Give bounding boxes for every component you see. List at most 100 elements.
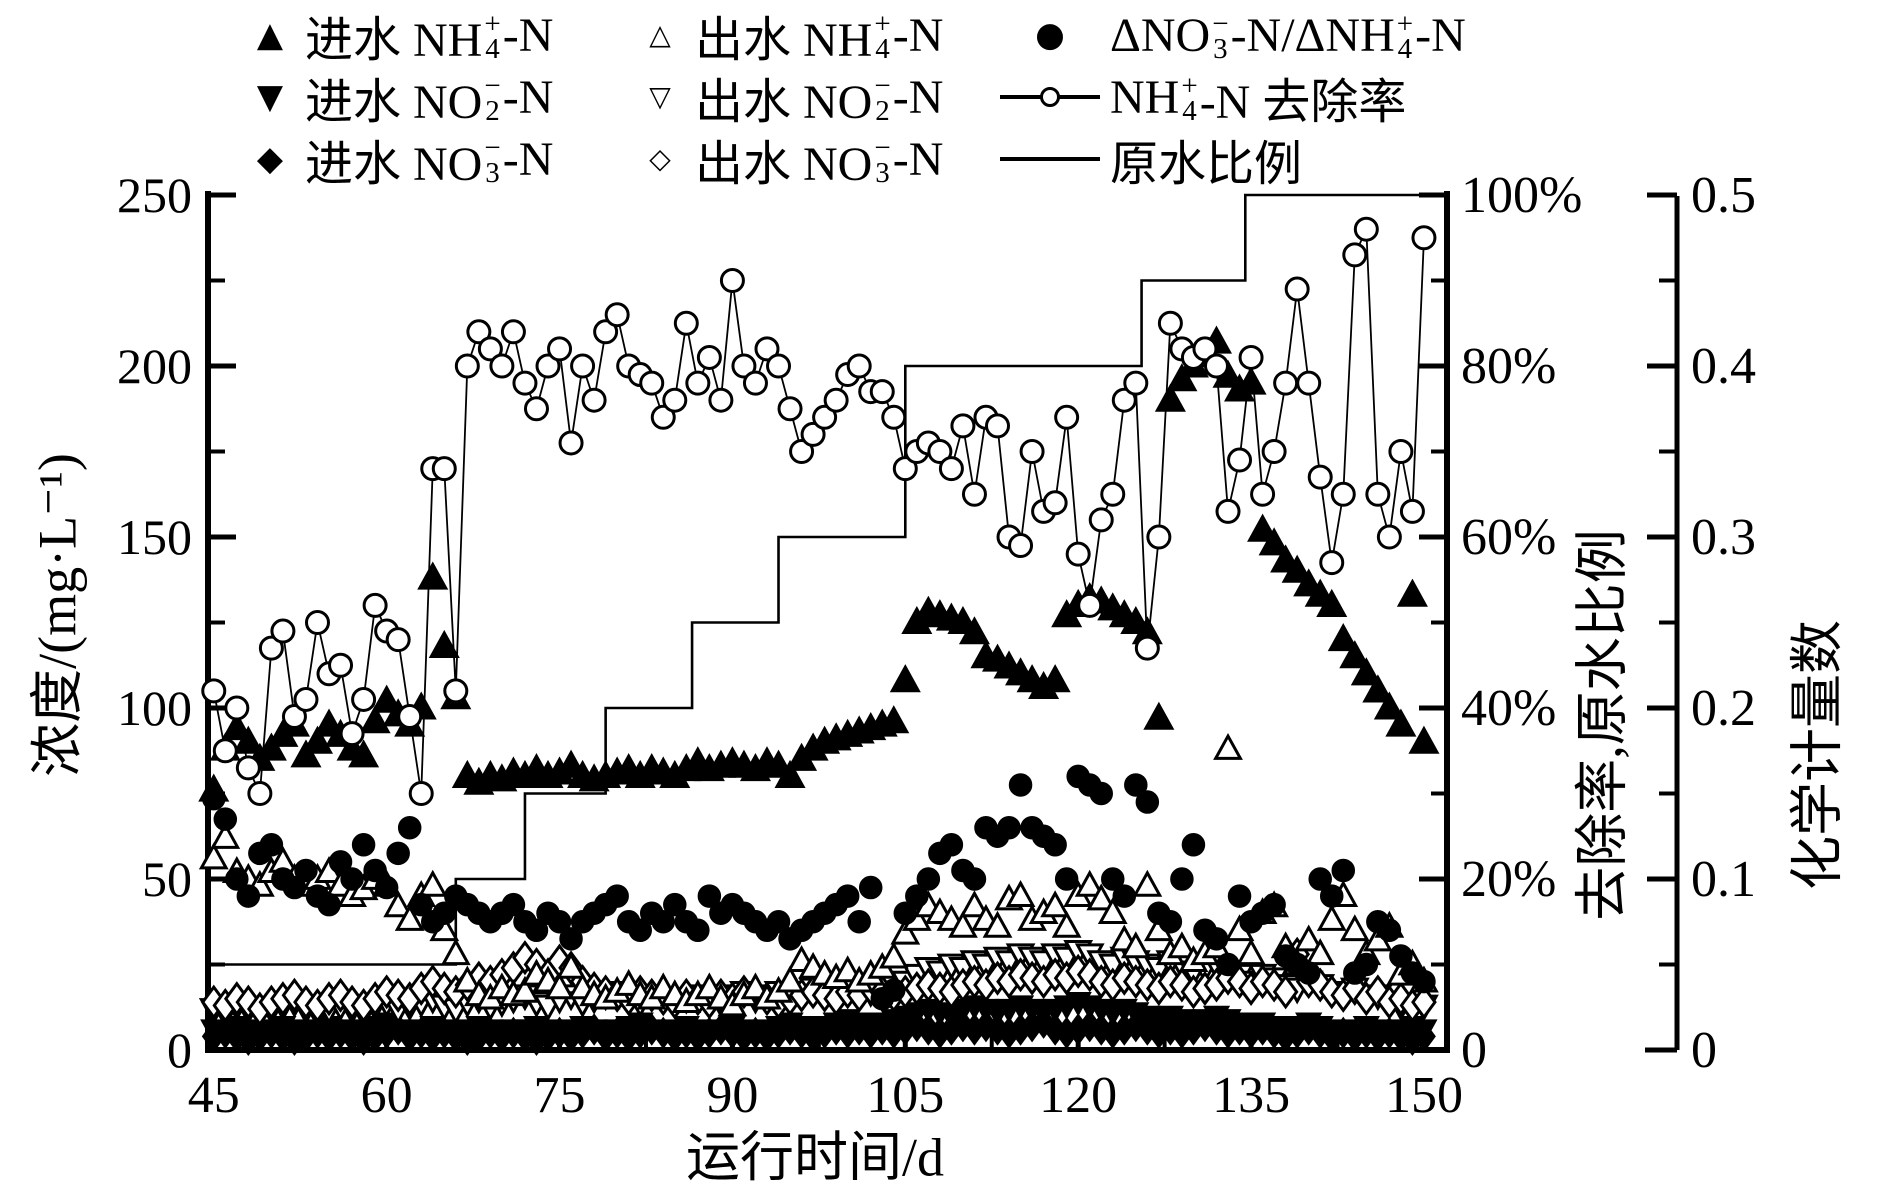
data-point (328, 652, 354, 678)
tick-label: 0 (1691, 1022, 1717, 1079)
data-point (510, 975, 540, 1003)
data-point (1238, 344, 1264, 370)
data-point (1170, 867, 1194, 891)
tick-label: 60 (361, 1067, 413, 1124)
y-axis-title-concentration: 浓度/(mg·L⁻¹) (27, 453, 88, 777)
data-point (882, 978, 906, 1002)
data-point (1120, 931, 1151, 959)
data-point (686, 918, 710, 943)
legend-label: 进水 NO −3 -N (305, 132, 554, 192)
data-point (1051, 910, 1082, 938)
tick-label: 150 (1385, 1067, 1463, 1124)
tick-label: 150 (117, 509, 192, 565)
data-point (823, 387, 849, 413)
data-point (281, 704, 307, 730)
data-point (1412, 1020, 1436, 1053)
data-point (1281, 554, 1313, 583)
tick-label: 0.2 (1691, 680, 1756, 737)
data-point (985, 413, 1011, 439)
data-point (905, 884, 929, 908)
data-point (1112, 884, 1137, 908)
data-point (938, 456, 964, 482)
legend-label: ΔNO −3 -N/ΔNH +4 -N (1110, 8, 1466, 65)
data-point (489, 353, 515, 379)
data-point (1215, 498, 1241, 524)
data-point (1262, 892, 1286, 917)
data-point (198, 842, 229, 870)
legend-label: 原水比例 (1110, 138, 1303, 191)
data-point (1316, 588, 1348, 617)
data-point (774, 759, 806, 788)
data-point (213, 807, 238, 831)
data-point (477, 336, 503, 362)
data-point (304, 610, 330, 635)
data-point (1284, 276, 1310, 302)
data-point (1167, 931, 1197, 959)
legend-label: 进水 NH +4 -N (305, 8, 554, 68)
data-point (1124, 773, 1148, 797)
tick-label: 105 (866, 1067, 944, 1124)
data-point (858, 875, 883, 900)
data-point (719, 268, 745, 293)
data-point (1319, 550, 1345, 576)
tick-label: 200 (117, 338, 192, 394)
data-point (431, 456, 457, 482)
data-point (201, 678, 227, 704)
tick-label: 100% (1461, 167, 1582, 224)
data-point (452, 965, 483, 993)
tick-label: 0.4 (1691, 338, 1756, 395)
data-point (290, 739, 322, 768)
data-point (383, 890, 414, 918)
data-point (328, 850, 353, 874)
data-point (1111, 387, 1137, 413)
data-point (1365, 481, 1391, 507)
data-point (1354, 952, 1379, 977)
data-point (1353, 216, 1379, 242)
data-point (694, 972, 725, 1000)
data-point (697, 884, 722, 908)
data-point (544, 972, 575, 1000)
data-point (281, 977, 308, 1013)
data-point (247, 781, 273, 806)
data-point (650, 404, 676, 430)
legend-row: ◆ 进水 NO −3 -N ◇ 出水 NO −3 -N 原水比例 (235, 128, 1550, 192)
data-point (1043, 833, 1067, 857)
tick-label: 45 (188, 1067, 240, 1124)
data-point (651, 910, 676, 934)
data-point (210, 821, 241, 849)
data-point (835, 884, 860, 908)
tick-label: 0.5 (1691, 167, 1756, 224)
data-point (1377, 918, 1402, 943)
data-point (1146, 524, 1172, 550)
chart-legend: ▲ 进水 NH +4 -N △ 出水 NH +4 -N ● ΔNO −3 -N/ΔNH +4 -N ▼ 进水 … (235, 4, 1550, 192)
data-point (639, 370, 665, 396)
data-point (890, 917, 921, 945)
data-point (1385, 708, 1417, 737)
data-point (339, 721, 365, 747)
tick-label: 100 (117, 680, 192, 736)
tick-label: 50 (142, 851, 192, 907)
data-point (1376, 524, 1402, 550)
data-point (1005, 879, 1036, 907)
data-point (232, 725, 264, 754)
legend-row: ▲ 进水 NH +4 -N △ 出水 NH +4 -N ● ΔNO −3 -N/ΔNH +4 -N (235, 4, 1550, 68)
data-point (374, 875, 399, 900)
legend-item: ● ΔNO −3 -N/ΔNH +4 -N (990, 8, 1550, 65)
data-point (789, 439, 815, 464)
data-point (1307, 464, 1333, 490)
data-point (1261, 967, 1287, 1003)
series-进水-NH4-N (198, 325, 1440, 802)
data-point (454, 353, 480, 379)
data-point (259, 833, 284, 857)
data-point (202, 786, 226, 811)
data-point (1247, 513, 1279, 542)
data-point (1157, 310, 1183, 336)
triangle-up-open-icon: △ (649, 18, 671, 51)
tick-label: 40% (1461, 680, 1556, 737)
data-point (1373, 691, 1405, 720)
data-point (1101, 867, 1125, 891)
data-point (1342, 242, 1368, 268)
data-point (294, 858, 318, 883)
